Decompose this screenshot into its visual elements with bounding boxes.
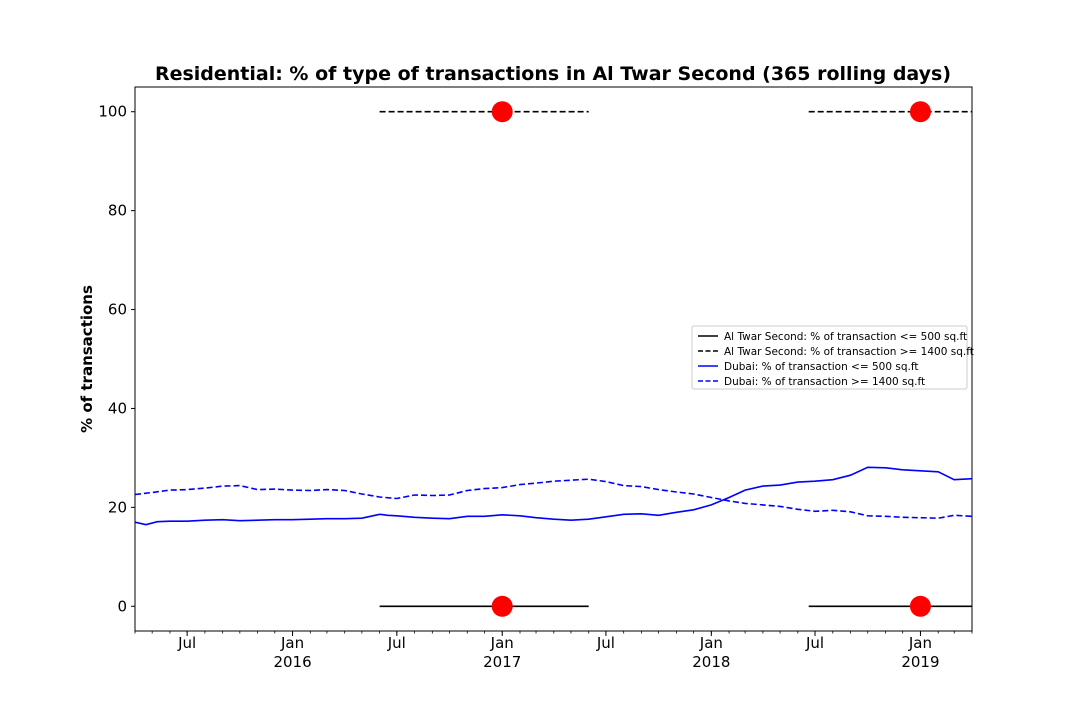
plot-area [135,101,972,617]
legend-entry-1: Al Twar Second: % of transaction <= 500 … [724,331,967,343]
data-marker-2 [909,101,931,123]
chart-title: Residential: % of type of transactions i… [155,63,951,85]
x-tick-label: Jan [908,634,932,652]
legend-entry-4: Dubai: % of transaction >= 1400 sq.ft [724,376,925,388]
x-tick-year-label: 2018 [692,653,730,671]
x-tick-label: Jul [805,634,824,652]
y-axis-label: % of transactions [78,285,96,433]
data-marker-3 [491,595,513,617]
data-marker-4 [909,595,931,617]
legend: Al Twar Second: % of transaction <= 500 … [691,325,974,390]
y-tick-label: 100 [98,103,127,121]
x-tick-year-label: 2019 [901,653,939,671]
x-tick-label: Jul [177,634,196,652]
series-line-3-seg-1 [135,466,972,526]
y-tick-label: 0 [117,597,127,615]
y-tick-label: 60 [108,301,127,319]
x-tick-year-label: 2017 [483,653,521,671]
series-group [135,101,972,617]
y-tick-label: 20 [108,498,127,516]
x-tick-year-label: 2016 [273,653,311,671]
x-tick-label: Jan [490,634,514,652]
x-tick-label: Jan [699,634,723,652]
y-tick-label: 80 [108,202,127,220]
x-tick-label: Jan [280,634,304,652]
legend-entry-2: Al Twar Second: % of transaction >= 1400… [724,346,974,358]
y-tick-label: 40 [108,399,127,417]
data-marker-1 [491,101,513,123]
x-tick-label: Jul [387,634,406,652]
series-line-4-seg-1 [135,478,972,520]
legend-box [691,325,968,390]
legend-entry-3: Dubai: % of transaction <= 500 sq.ft [724,361,918,373]
x-tick-label: Jul [596,634,615,652]
